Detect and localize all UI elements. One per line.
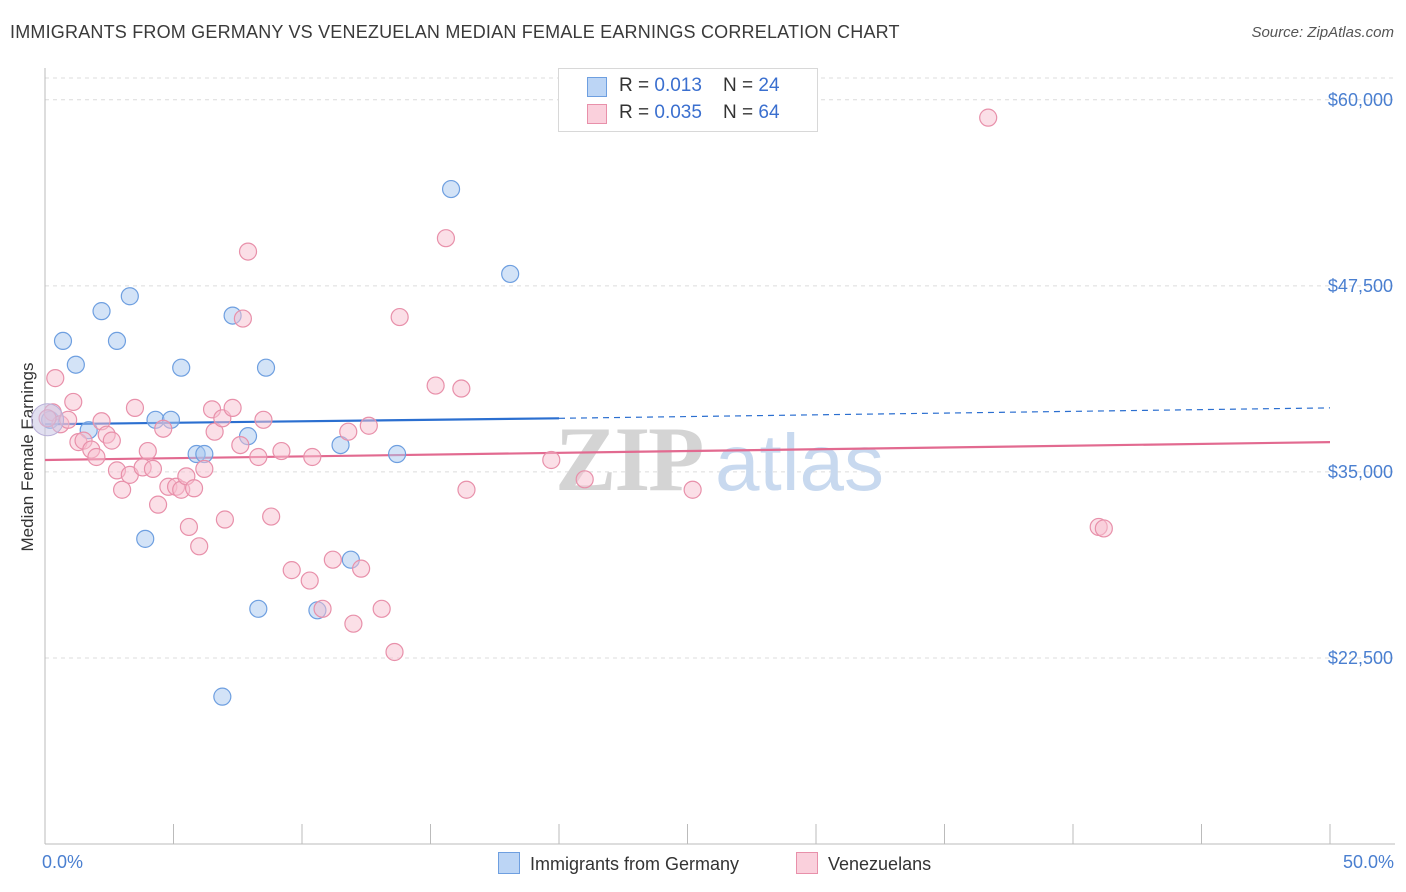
point-venezuelans xyxy=(344,614,363,633)
point-venezuelans xyxy=(195,459,214,479)
point-venezuelans xyxy=(223,398,242,417)
bottom-legend-swatch-germany xyxy=(498,852,520,874)
point-venezuelans xyxy=(352,559,371,578)
stats-legend: R = 0.013 N = 24 R = 0.035 N = 64 xyxy=(558,68,818,132)
legend-r-value: 0.013 xyxy=(654,75,702,96)
point-germany xyxy=(441,179,461,199)
point-venezuelans xyxy=(300,571,319,590)
point-venezuelans xyxy=(64,392,83,412)
point-venezuelans xyxy=(303,447,322,467)
point-venezuelans xyxy=(233,309,252,328)
point-venezuelans xyxy=(249,447,268,467)
trend-line-extension xyxy=(558,407,1331,419)
point-venezuelans xyxy=(46,369,65,388)
point-venezuelans xyxy=(231,435,250,455)
bottom-legend-label-venezuelans: Venezuelans xyxy=(828,854,932,874)
y-tick-label: $22,500 xyxy=(1328,648,1393,668)
bottom-legend-swatch-venezuelans xyxy=(796,852,818,874)
point-venezuelans xyxy=(385,642,404,662)
point-venezuelans xyxy=(339,422,358,441)
y-tick-labels: $22,500 $35,000 $47,500 $60,000 xyxy=(1328,90,1393,668)
point-germany xyxy=(249,599,268,618)
gridlines xyxy=(45,77,1395,659)
point-germany xyxy=(92,302,111,321)
point-venezuelans xyxy=(683,480,702,499)
y-tick-label: $60,000 xyxy=(1328,90,1393,110)
point-venezuelans xyxy=(215,510,234,529)
point-venezuelans xyxy=(262,507,281,526)
point-venezuelans xyxy=(112,480,132,499)
point-venezuelans xyxy=(190,537,209,556)
point-venezuelans xyxy=(205,422,224,441)
point-venezuelans xyxy=(575,470,594,489)
point-venezuelans xyxy=(272,441,291,461)
point-germany xyxy=(136,529,155,548)
point-venezuelans xyxy=(138,441,157,461)
point-venezuelans xyxy=(542,450,561,470)
point-venezuelans xyxy=(979,108,998,127)
point-venezuelans xyxy=(87,447,106,467)
legend-swatch-venezuelans xyxy=(587,104,607,124)
point-venezuelans xyxy=(148,495,168,514)
point-germany xyxy=(387,444,407,464)
point-venezuelans xyxy=(179,517,199,537)
point-venezuelans xyxy=(154,419,173,438)
point-germany xyxy=(256,358,276,377)
point-venezuelans xyxy=(323,550,342,569)
bottom-legend-venezuelans: Venezuelans xyxy=(796,852,931,875)
legend-swatch-germany xyxy=(587,77,607,97)
source-label: Source: ZipAtlas.com xyxy=(1251,24,1394,41)
point-venezuelans xyxy=(125,398,145,417)
legend-n-value: 24 xyxy=(758,75,780,96)
point-venezuelans xyxy=(143,459,163,479)
point-venezuelans xyxy=(238,242,258,261)
point-germany xyxy=(120,287,139,306)
point-germany xyxy=(501,264,520,284)
point-venezuelans xyxy=(372,599,391,618)
point-venezuelans xyxy=(102,431,121,450)
chart-title: IMMIGRANTS FROM GERMANY VS VENEZUELAN ME… xyxy=(10,22,900,42)
x-tick-min: 0.0% xyxy=(42,852,84,872)
point-venezuelans xyxy=(359,416,378,435)
point-overlap xyxy=(31,403,65,437)
trend-line xyxy=(44,417,560,426)
legend-r-label: R = xyxy=(619,102,655,123)
y-tick-label: $35,000 xyxy=(1328,462,1393,482)
legend-r-label: R = xyxy=(619,75,655,96)
legend-n-value: 64 xyxy=(758,102,780,123)
watermark: ZIP atlas xyxy=(555,408,884,510)
bottom-legend-germany: Immigrants from Germany xyxy=(498,852,739,875)
point-venezuelans xyxy=(426,376,445,395)
point-venezuelans xyxy=(254,410,273,429)
point-venezuelans xyxy=(313,599,332,618)
axes xyxy=(44,68,1395,845)
point-venezuelans xyxy=(457,480,476,499)
point-venezuelans xyxy=(184,479,204,498)
point-venezuelans xyxy=(436,229,456,248)
point-germany xyxy=(107,331,127,350)
data-points xyxy=(31,108,1113,706)
point-venezuelans xyxy=(1094,519,1113,538)
point-germany xyxy=(213,687,232,706)
legend-n-label: N = xyxy=(723,102,759,123)
y-tick-label: $47,500 xyxy=(1328,276,1393,296)
watermark-zip: ZIP xyxy=(555,408,702,510)
watermark-atlas: atlas xyxy=(715,418,884,507)
point-germany xyxy=(172,358,191,377)
legend-n-label: N = xyxy=(723,75,759,96)
point-germany xyxy=(331,435,350,455)
point-venezuelans xyxy=(282,561,301,580)
point-venezuelans xyxy=(390,307,409,327)
legend-r-value: 0.035 xyxy=(654,102,702,123)
bottom-legend-label-germany: Immigrants from Germany xyxy=(530,854,740,874)
point-venezuelans xyxy=(452,379,471,398)
point-germany xyxy=(66,355,85,374)
point-germany xyxy=(53,331,73,350)
x-tick-max: 50.0% xyxy=(1342,852,1394,872)
